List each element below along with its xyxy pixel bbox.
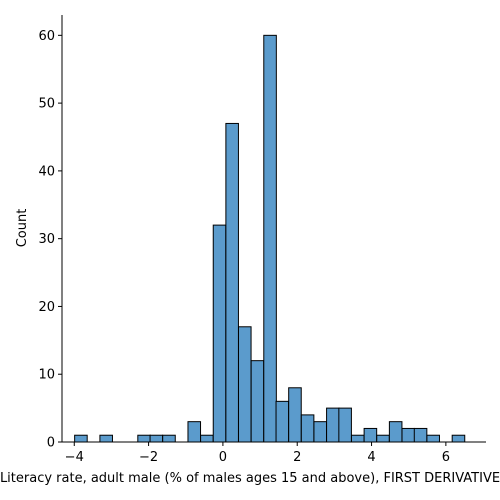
- histogram-bar: [74, 434, 88, 443]
- histogram-bar: [288, 387, 302, 443]
- histogram-bar: [149, 434, 164, 443]
- x-tick-label: 2: [293, 450, 301, 465]
- axes: 0 10 20 30 40 50 60 −4 −2 0 2 4 6: [38, 15, 486, 465]
- histogram-bar: [263, 34, 277, 443]
- x-tick-label: −4: [65, 450, 84, 465]
- histogram-bar: [350, 434, 365, 443]
- y-tick-label: 30: [38, 232, 55, 247]
- histogram-bar: [426, 434, 440, 443]
- histogram-bar: [313, 421, 328, 443]
- histogram-bar: [388, 421, 403, 443]
- histogram-bar: [225, 122, 239, 443]
- x-tick-label: 4: [367, 450, 375, 465]
- histogram-bar: [187, 421, 202, 443]
- y-axis-label: Count: [15, 209, 30, 248]
- histogram-bar: [99, 434, 113, 443]
- histogram-bar: [338, 407, 352, 443]
- histogram-bar: [162, 434, 176, 443]
- histogram-bar: [401, 427, 416, 443]
- x-axis-label: Literacy rate, adult male (% of males ag…: [0, 471, 500, 486]
- histogram-bar: [200, 434, 214, 443]
- histogram-bar: [212, 224, 227, 443]
- y-tick-label: 60: [38, 29, 55, 44]
- histogram-bars: [74, 34, 466, 443]
- histogram-bar: [300, 414, 315, 443]
- histogram-bar: [376, 434, 390, 443]
- x-tick-label: 6: [442, 450, 450, 465]
- y-tick-label: 20: [38, 300, 55, 315]
- x-tick-label: −2: [139, 450, 158, 465]
- histogram-bar: [451, 434, 466, 443]
- histogram-bar: [326, 407, 340, 443]
- y-tick-label: 50: [38, 97, 55, 112]
- histogram-bar: [250, 360, 265, 443]
- histogram-bar: [238, 326, 252, 443]
- histogram-bar: [413, 427, 428, 443]
- y-tick-label: 40: [38, 164, 55, 179]
- histogram-bar: [275, 400, 290, 443]
- histogram-bar: [137, 434, 151, 443]
- histogram-bar: [363, 427, 378, 443]
- x-tick-label: 0: [219, 450, 227, 465]
- y-tick-label: 0: [47, 436, 55, 451]
- y-tick-label: 10: [38, 368, 55, 383]
